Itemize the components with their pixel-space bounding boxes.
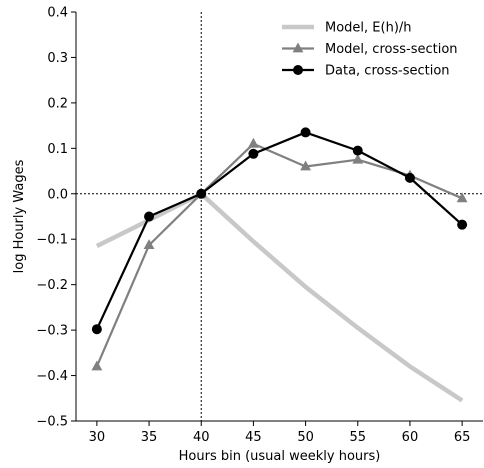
series-3	[91, 127, 468, 335]
x-axis-label: Hours bin (usual weekly hours)	[179, 449, 381, 464]
data-point	[352, 145, 363, 156]
data-point	[352, 153, 364, 164]
x-tick-label: 55	[349, 430, 366, 445]
x-tick-label: 30	[89, 430, 106, 445]
series-line	[95, 191, 464, 403]
y-tick-label: −0.3	[36, 324, 68, 339]
y-tick-label: 0.2	[47, 96, 68, 111]
data-point	[91, 324, 102, 335]
data-point	[300, 127, 311, 138]
x-tick-label: 65	[454, 430, 471, 445]
legend: Model, E(h)/h Model, cross-section Data, c…	[282, 21, 458, 79]
y-tick-label: −0.1	[36, 233, 68, 248]
data-point	[248, 137, 259, 148]
y-tick-label: 0.4	[47, 6, 68, 21]
data-point	[144, 211, 155, 222]
axes: 30 35 40 45 50 55 60 65 −0.5 −0.4 −0.3 −0.2 −0.1 0.0 0…	[36, 6, 483, 445]
data-point	[456, 192, 468, 203]
reference-lines	[76, 12, 483, 421]
legend-entry-3: Data, cross-section	[282, 64, 450, 79]
series-lines	[91, 127, 468, 403]
series-1	[95, 191, 464, 403]
data-point	[248, 148, 259, 159]
y-tick-label: −0.5	[36, 415, 68, 430]
legend-marker	[293, 65, 303, 75]
data-point	[196, 188, 207, 199]
x-tick-label: 50	[297, 430, 314, 445]
series-2	[91, 137, 468, 371]
y-axis-label: log Hourly Wages	[12, 159, 27, 273]
series-line	[95, 131, 463, 330]
legend-entry-2: Model, cross-section	[282, 42, 458, 57]
y-tick-label: 0.3	[47, 51, 68, 66]
y-tick-label: 0.1	[47, 142, 68, 157]
legend-label: Model, E(h)/h	[325, 21, 412, 36]
x-tick-label: 60	[402, 430, 419, 445]
data-point	[143, 239, 155, 250]
x-tick-label: 35	[141, 430, 158, 445]
legend-entry-1: Model, E(h)/h	[282, 21, 412, 36]
y-tick-label: −0.4	[36, 369, 68, 384]
data-point	[404, 172, 415, 183]
legend-label: Model, cross-section	[325, 42, 458, 57]
legend-label: Data, cross-section	[325, 64, 450, 79]
x-tick-label: 45	[245, 430, 262, 445]
y-tick-label: 0.0	[47, 187, 68, 202]
legend-marker	[292, 42, 304, 53]
data-point	[91, 360, 103, 371]
y-tick-label: −0.2	[36, 278, 68, 293]
data-point	[457, 219, 468, 230]
x-tick-label: 40	[193, 430, 210, 445]
data-point	[300, 160, 311, 171]
